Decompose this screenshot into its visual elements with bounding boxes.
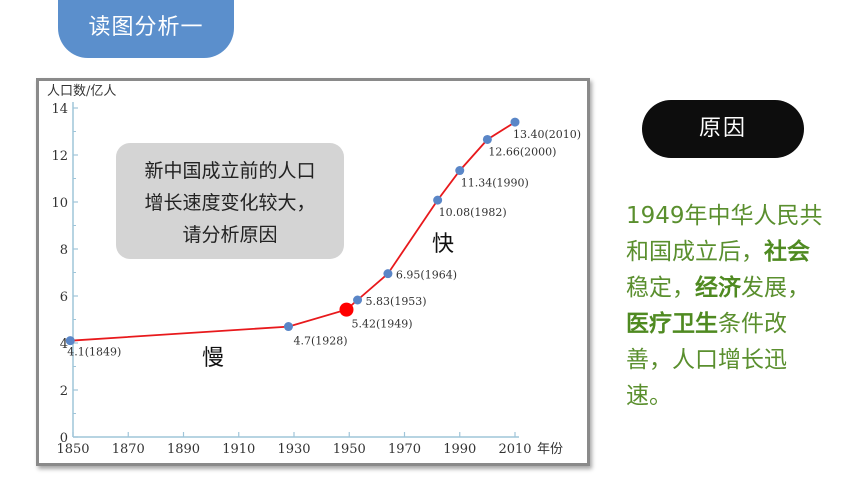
data-label: 5.42(1949) xyxy=(351,318,412,331)
y-axis-title: 人口数/亿人 xyxy=(47,84,116,99)
data-point xyxy=(383,269,393,279)
note-line-3: 请分析原因 xyxy=(182,224,278,246)
y-tick-label: 6 xyxy=(60,290,68,305)
data-label: 6.95(1964) xyxy=(396,269,457,282)
data-point xyxy=(455,166,465,176)
x-axis-title: 年份 xyxy=(537,442,563,457)
reason-part-1: 1949年中华人民共和国成立后， xyxy=(626,203,823,265)
data-label: 11.34(1990) xyxy=(461,177,529,190)
data-point xyxy=(433,195,443,205)
reason-bold-society: 社会 xyxy=(764,239,810,265)
reason-part-4: 条件改善，人口增长迅速。 xyxy=(626,311,787,409)
x-tick-label: 1910 xyxy=(222,442,255,457)
data-label: 13.40(2010) xyxy=(513,128,581,141)
y-tick-label: 8 xyxy=(60,243,68,258)
question-note: 新中国成立前的人口 增长速度变化较大， 请分析原因 xyxy=(116,143,344,259)
reason-part-2: 稳定， xyxy=(626,275,695,301)
data-label: 12.66(2000) xyxy=(488,145,556,158)
data-point xyxy=(65,336,75,346)
reason-part-3: 发展， xyxy=(741,275,810,301)
data-point xyxy=(510,117,520,127)
data-point xyxy=(283,322,293,332)
x-tick-label: 1850 xyxy=(56,442,89,457)
page-title: 读图分析一 xyxy=(58,0,234,58)
reason-button[interactable]: 原因 xyxy=(642,100,804,158)
x-tick-label: 1970 xyxy=(388,442,421,457)
y-tick-label: 2 xyxy=(60,384,68,399)
fast-annotation: 快 xyxy=(432,232,455,257)
reason-bold-economy: 经济 xyxy=(695,275,741,301)
data-label: 5.83(1953) xyxy=(366,295,427,308)
data-label: 4.1(1849) xyxy=(67,346,121,359)
y-tick-label: 12 xyxy=(51,149,68,164)
y-tick-label: 14 xyxy=(51,102,68,117)
x-tick-label: 1870 xyxy=(112,442,145,457)
note-line-2: 增长速度变化较大， xyxy=(144,192,316,214)
chart-svg: 0 2 4 6 8 10 12 14 1850 1870 1890 1910 1930 1950 1970 1… xyxy=(47,84,581,457)
y-tick-label: 10 xyxy=(51,196,68,211)
x-tick-label: 1950 xyxy=(333,442,366,457)
data-label: 10.08(1982) xyxy=(439,206,507,219)
reason-bold-health: 医疗卫生 xyxy=(626,311,718,337)
data-point xyxy=(353,295,363,305)
slow-annotation: 慢 xyxy=(202,346,225,371)
data-label: 4.7(1928) xyxy=(293,335,347,348)
x-tick-label: 1990 xyxy=(443,442,476,457)
reason-explanation: 1949年中华人民共和国成立后，社会稳定，经济发展， 医疗卫生条件改善，人口增长迅… xyxy=(626,198,826,414)
note-line-1: 新中国成立前的人口 xyxy=(144,160,316,182)
x-tick-label: 1930 xyxy=(277,442,310,457)
highlight-point xyxy=(339,302,354,317)
y-tick-label: 0 xyxy=(60,431,68,446)
x-tick-label: 1890 xyxy=(167,442,200,457)
data-point xyxy=(482,134,492,144)
x-tick-label: 2010 xyxy=(498,442,531,457)
population-chart: 0 2 4 6 8 10 12 14 1850 1870 1890 1910 1930 1950 1970 1… xyxy=(36,78,590,466)
y-tick-label: 4 xyxy=(60,337,68,352)
